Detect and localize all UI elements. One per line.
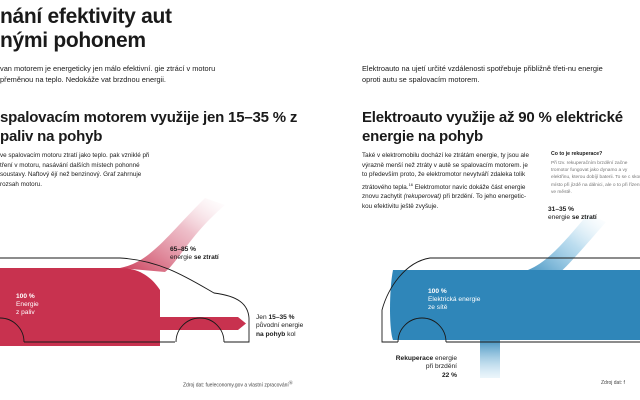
left-used-line-2: původní energie [256,322,304,330]
footnote-marker: 16 [408,181,414,187]
left-used-bold: na pohyb [256,330,286,338]
left-source-note: Zdroj dat: fueleconomy.gov a vlastní zpr… [183,380,293,389]
left-loss-value: 65–85 % [170,246,197,253]
left-title-line-2: nými pohonem [0,29,146,52]
left-source-mark: ⑯ [288,380,293,385]
left-loss-label: 65–85 % energie se ztratí [170,246,219,263]
right-loss-bold: se ztratí [571,214,597,222]
left-car-outline [0,257,250,343]
left-loss-word: energie [170,254,192,262]
right-body-paragraph: Také v elektromobilu dochází ke ztrátám … [362,151,534,212]
left-input-line-1: Energie [16,301,39,309]
sidebar-text-recuperation: Při tzv. rekuperačním brzdění začne trom… [551,161,640,195]
right-car-outline [381,257,640,343]
right-body-part-1: Také v elektromobilu dochází ke ztrátám … [362,152,529,191]
right-input-label: 100 % Elektrická energie ze sítě [428,288,480,313]
right-recup-line-2: při brzdění [425,363,457,371]
left-body-paragraph: ve spalovacím motoru ztratí jako teplo. … [0,152,150,188]
left-title-line-1: nání efektivity aut [0,5,172,28]
left-rear-wheel-arch [175,317,225,343]
right-input-line-1: Elektrická energie [428,296,481,304]
right-recuperation-label: Rekuperace energie při brzdění 22 % [395,355,457,380]
right-recup-value: 22 % [441,371,457,379]
left-used-value: 15–35 % [268,314,295,321]
sidebar-heading-recuperation: Co to je rekuperace? [551,151,603,157]
left-energy-input-block [0,268,160,346]
right-loss-word: energie [548,214,570,222]
left-front-wheel-arch [0,317,25,343]
left-loss-text: energie se ztratí [170,254,219,262]
right-loss-value: 31–35 % [548,206,575,213]
left-input-value: 100 % [16,293,35,300]
left-intro-paragraph: van motorem je energeticky jen málo efek… [0,64,216,84]
right-loss-plume [528,214,606,276]
left-used-energy-arrow [150,317,246,330]
right-body-italic: (rekuperovat) [403,193,442,201]
left-used-line-1: Jen 15–35 % [256,314,303,322]
left-loss-bold: se ztratí [193,254,219,262]
right-intro-paragraph: Elektroauto na ujetí určité vzdálenosti … [362,64,603,84]
left-source-text: Zdroj dat: fueleconomy.gov a vlastní zpr… [183,382,289,389]
right-energy-input-block [390,270,640,340]
right-loss-text: energie se ztratí [548,214,597,222]
right-body-part-3: při brzdění. To jeho energetic-kou efekt… [362,193,527,211]
left-loss-plume [120,198,225,272]
right-body-part-2: Elektromotor navíc dokáže část energie z… [362,183,526,201]
right-front-wheel-arch [397,317,447,343]
left-input-label: 100 % Energie z paliv [16,293,39,318]
right-recup-line-1: Rekuperace energie [395,355,457,363]
left-used-prefix: Jen [256,314,267,321]
left-page-title: nání efektivity aut nými pohonem [0,5,172,53]
right-recup-bold: Rekuperace [395,355,434,362]
right-recuperation-flow [480,340,500,378]
right-subtitle: Elektroauto využije až 90 % elektrické e… [362,109,623,145]
right-input-line-2: ze sítě [428,304,448,312]
right-source-note: Zdroj dat: f [601,380,625,386]
right-input-value: 100 % [428,288,447,295]
left-used-tail: kol [287,330,296,338]
left-used-label: Jen 15–35 % původní energie na pohyb kol [256,314,303,339]
left-subtitle: spalovacím motorem využije jen 15–35 % z… [0,109,298,145]
left-input-line-2: z paliv [16,309,35,317]
right-recup-rest: energie [435,355,457,362]
left-used-line-3: na pohyb kol [256,331,303,339]
right-loss-label: 31–35 % energie se ztratí [548,206,597,223]
